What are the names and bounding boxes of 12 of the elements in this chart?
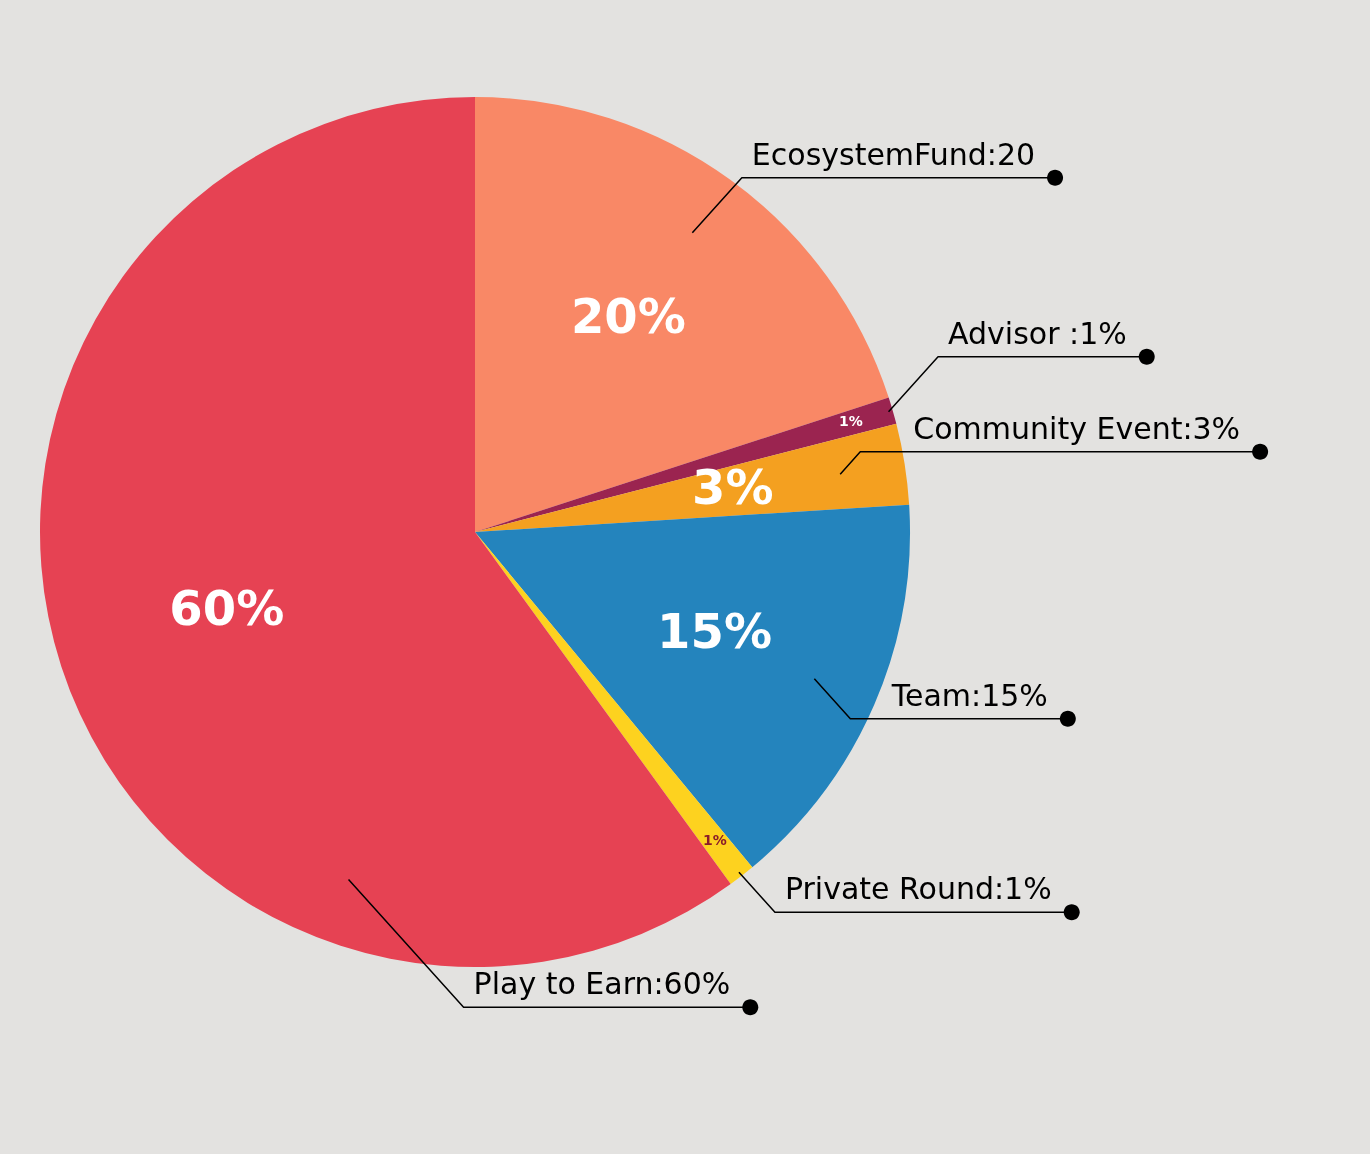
data-label: 60% — [169, 580, 285, 637]
data-label: 1% — [839, 413, 863, 430]
slice-label: EcosystemFund:20 — [751, 136, 1036, 172]
slice-label: Advisor :1% — [948, 315, 1127, 351]
data-label: 20% — [570, 288, 686, 345]
data-label: 15% — [657, 603, 772, 660]
slice-label: Play to Earn:60% — [473, 966, 731, 1002]
data-label: 3% — [692, 458, 774, 515]
slice-label: Team:15% — [890, 677, 1048, 713]
data-label: 1% — [703, 831, 727, 848]
slice-label: Community Event:3% — [913, 410, 1241, 446]
slice-label: Private Round:1% — [784, 871, 1052, 907]
